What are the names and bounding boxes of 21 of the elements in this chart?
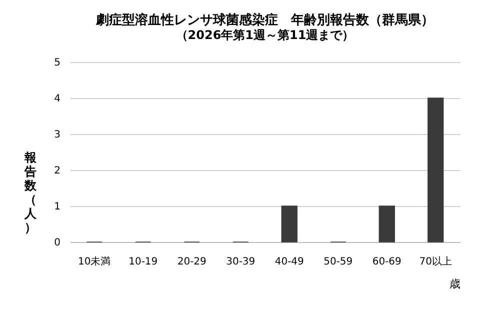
x-tick-label: 40-49 <box>274 256 304 268</box>
y-tick-label: 2 <box>54 166 60 176</box>
x-tick-label: 30-39 <box>226 256 256 268</box>
bar <box>378 206 395 242</box>
y-tick-label: 5 <box>54 58 60 68</box>
x-tick-label: 10-19 <box>128 256 158 268</box>
x-tick-label: 20-29 <box>177 256 206 268</box>
y-tick-label: 1 <box>54 202 60 212</box>
chart-subtitle: （2026年第1週～第11週まで） <box>176 28 354 42</box>
x-tick-label: 60-69 <box>372 256 402 268</box>
x-axis-title: 歳 <box>450 278 460 290</box>
x-tick-label: 70以上 <box>419 256 452 268</box>
y-tick-label: 4 <box>54 94 60 104</box>
bar <box>428 98 444 242</box>
y-axis-title: 報告数（人） <box>24 150 38 234</box>
y-tick-label: 3 <box>54 130 60 140</box>
chart-title: 劇症型溶血性レンサ球菌感染症 年齢別報告数（群馬県） <box>95 12 434 28</box>
y-tick-label: 0 <box>54 238 60 248</box>
x-tick-label: 50-59 <box>324 256 353 268</box>
x-tick-label: 10未満 <box>78 256 111 268</box>
bar <box>281 206 298 242</box>
